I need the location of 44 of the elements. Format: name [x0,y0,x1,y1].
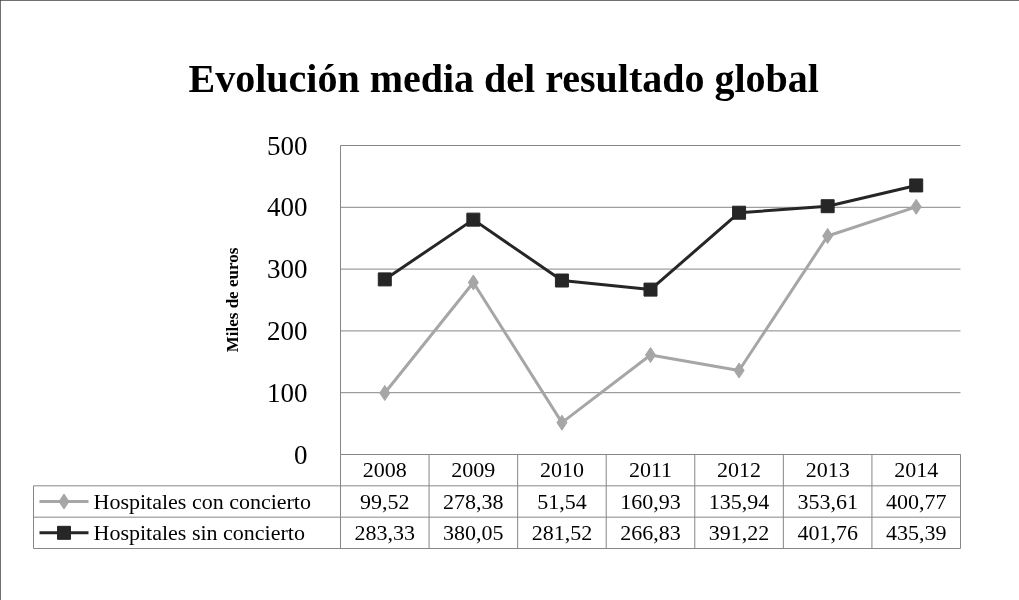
data-label: 391,22 [708,519,770,545]
x-tick-label: 2014 [894,457,939,483]
point [732,205,747,220]
point [820,199,835,214]
data-label: 135,94 [708,488,770,514]
x-tick-label: 2011 [628,457,673,483]
point [643,282,658,297]
data-label: 283,33 [354,519,416,545]
y-tick-label: 400 [267,192,308,223]
x-tick-label: 2012 [717,457,762,483]
data-label: 51,54 [537,488,587,514]
y-tick-label: 200 [267,315,308,346]
point [377,272,392,287]
data-label: 380,05 [443,519,504,545]
data-label: 160,93 [620,488,681,514]
y-tick-label: 0 [294,439,308,470]
point [467,274,479,291]
data-label: 266,83 [620,519,681,545]
point [379,385,391,401]
x-tick-label: 2009 [451,457,496,483]
data-label: 400,77 [885,488,947,514]
data-label: 401,76 [797,519,858,545]
data-label: 278,38 [443,488,504,514]
data-label: 353,61 [797,488,858,514]
point [910,198,922,215]
x-tick-label: 2008 [362,457,407,483]
legend-label: Hospitales con concierto [93,489,311,514]
y-tick-label: 300 [267,254,308,285]
point [554,273,569,288]
y-axis-title: Miles de euros [223,247,242,353]
y-tick-label: 500 [267,130,308,161]
data-label: 99,52 [360,488,410,514]
x-tick-label: 2010 [539,457,584,483]
data-label: 435,39 [885,519,947,545]
y-tick-label: 100 [267,377,308,408]
point [733,362,745,379]
data-label: 281,52 [531,519,593,545]
point [556,414,568,431]
chart-title: Evolución media del resultado global [188,56,819,101]
point [909,178,924,193]
point [466,212,481,227]
x-tick-label: 2013 [805,457,850,483]
point [822,227,834,244]
legend-label: Hospitales sin concierto [93,520,305,546]
